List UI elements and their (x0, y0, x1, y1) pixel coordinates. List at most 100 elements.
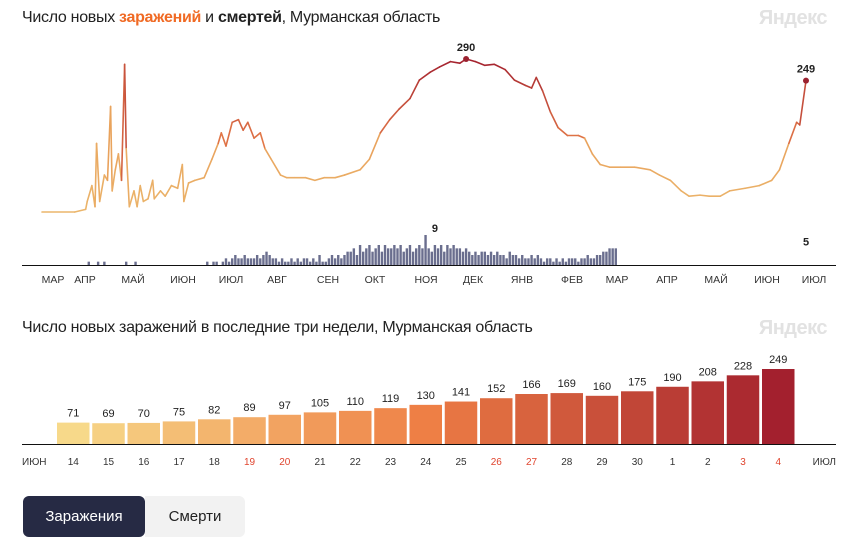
recent-bar (127, 422, 160, 444)
month-tick-label: ОКТ (365, 274, 386, 286)
deaths-bar (206, 261, 209, 265)
infections-line-segment (719, 190, 731, 197)
deaths-bar (458, 248, 462, 265)
infections-line-segment (114, 153, 120, 171)
deaths-bar (227, 261, 231, 265)
deaths-bar (502, 255, 505, 265)
deaths-bar (505, 258, 508, 265)
deaths-bar (474, 251, 477, 265)
deaths-bar (377, 245, 380, 265)
deaths-bar (393, 245, 396, 265)
bar-value-label: 228 (734, 360, 752, 372)
recent-bar (621, 391, 654, 444)
deaths-bar (449, 248, 452, 265)
deaths-bar (361, 251, 365, 265)
recent-bar-chart: 7114691570167517821889199720105211102211… (22, 354, 836, 468)
deaths-bar (614, 248, 617, 265)
day-tick-label: 16 (138, 457, 150, 468)
infections-line-segment (151, 179, 156, 200)
deaths-bar (358, 245, 362, 265)
deaths-bar (533, 258, 536, 265)
infections-line-segment (176, 163, 184, 190)
deaths-bar (552, 261, 555, 265)
deaths-bar (259, 258, 262, 265)
infections-line-segment (217, 132, 223, 145)
deaths-bar (237, 258, 240, 265)
deaths-bar (249, 258, 253, 265)
day-tick-label: 24 (420, 457, 432, 468)
day-tick-label: 30 (632, 457, 644, 468)
deaths-bar (231, 258, 234, 265)
deaths-bar (452, 245, 455, 265)
recent-bar (585, 395, 619, 444)
infections-line-segment (304, 176, 316, 182)
infections-line-segment (94, 142, 98, 208)
deaths-bar (312, 258, 315, 265)
deaths-bar (564, 261, 568, 265)
deaths-bar (243, 255, 246, 265)
infections-line-segment (484, 63, 495, 67)
deaths-bar (418, 245, 421, 265)
infections-point-marker (803, 77, 809, 84)
infections-line-segment (314, 176, 326, 182)
month-tick-label: АПР (656, 274, 677, 286)
infections-button[interactable]: Заражения (23, 496, 145, 537)
infections-line-segment (120, 63, 126, 182)
deaths-bar (592, 258, 596, 265)
recent-bar (57, 422, 90, 444)
deaths-bar (252, 258, 256, 265)
deaths-bar (383, 245, 387, 265)
infections-line-segment (409, 79, 421, 100)
bar-value-label: 152 (487, 383, 505, 395)
deaths-bar (577, 261, 580, 265)
deaths-bar (396, 248, 399, 265)
deaths-bar (333, 258, 337, 265)
bar-value-label: 105 (311, 397, 329, 409)
infections-line-segment (758, 179, 773, 187)
bar-value-label: 110 (346, 396, 364, 408)
deaths-bar (511, 255, 515, 265)
day-tick-label: 1 (670, 457, 676, 468)
deaths-bar (327, 258, 331, 265)
infections-line-segment (139, 184, 145, 203)
deaths-bar (455, 248, 458, 265)
deaths-bar (290, 258, 293, 265)
infections-line-segment (73, 208, 87, 213)
infections-line-segment (658, 174, 672, 182)
infections-line-segment (270, 158, 282, 176)
infections-line-segment (225, 121, 234, 147)
deaths-value-label: 5 (803, 236, 809, 248)
deaths-bar (355, 255, 359, 265)
deaths-bar (399, 245, 402, 265)
infections-line-segment (577, 134, 586, 139)
deaths-bar (308, 261, 312, 265)
bar-value-label: 119 (382, 393, 400, 405)
infections-line-segment (253, 132, 262, 139)
infections-value-label: 249 (797, 64, 815, 76)
deaths-bar (486, 255, 490, 265)
infections-line-segment (449, 60, 461, 65)
deaths-bar (280, 258, 284, 265)
deaths-bar (536, 255, 540, 265)
deaths-bar (605, 251, 608, 265)
deaths-bar (337, 255, 340, 265)
deaths-bar (570, 258, 574, 265)
infections-line-segment (438, 60, 452, 68)
deaths-bar (408, 245, 412, 265)
deaths-bar (274, 258, 278, 265)
bar-value-label: 69 (102, 408, 114, 420)
deaths-bar (489, 251, 493, 265)
title-text: и (201, 9, 218, 26)
day-tick-label: 4 (775, 457, 781, 468)
deaths-button[interactable]: Смерти (145, 496, 245, 537)
month-tick-label: ФЕВ (561, 274, 583, 286)
infections-line-segment (513, 79, 527, 87)
recent-bar (726, 375, 760, 444)
deaths-bar (405, 248, 409, 265)
deaths-bar (352, 248, 356, 265)
infections-line-segment (125, 147, 131, 208)
day-tick-label: 15 (103, 457, 115, 468)
infections-line-segment (591, 153, 601, 166)
deaths-bar (215, 261, 218, 265)
day-tick-label: 23 (385, 457, 397, 468)
